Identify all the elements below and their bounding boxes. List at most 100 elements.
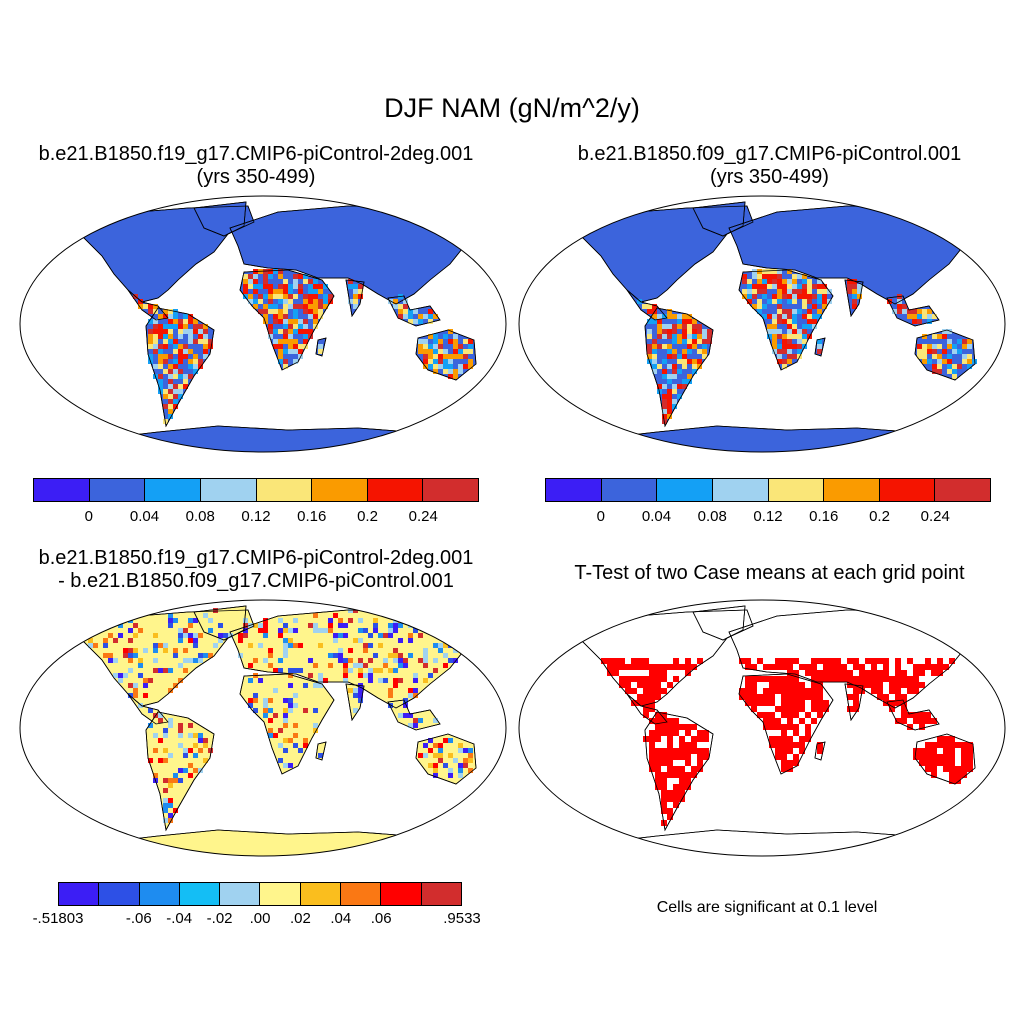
grid-cell — [702, 339, 707, 344]
grid-cell — [883, 664, 889, 670]
grid-cell — [677, 394, 682, 399]
grid-cell — [817, 712, 823, 718]
grid-cell — [403, 613, 408, 618]
grid-cell — [358, 294, 363, 299]
grid-cell — [168, 668, 173, 673]
grid-cell — [148, 723, 153, 728]
grid-cell — [937, 664, 943, 670]
grid-cell — [153, 648, 158, 653]
grid-cell — [805, 736, 811, 742]
grid-cell — [288, 708, 293, 713]
grid-cell — [163, 668, 168, 673]
grid-cell — [408, 653, 413, 658]
grid-cell — [128, 668, 133, 673]
grid-cell — [811, 688, 817, 694]
grid-cell — [193, 354, 198, 359]
grid-cell — [398, 623, 403, 628]
grid-cell — [193, 324, 198, 329]
grid-cell — [691, 724, 697, 730]
colorbar-tick-label: 0 — [84, 508, 93, 525]
grid-cell — [792, 294, 797, 299]
grid-cell — [358, 698, 363, 703]
grid-cell — [787, 736, 793, 742]
grid-cell — [138, 304, 143, 309]
grid-cell — [468, 748, 473, 753]
grid-cell — [655, 688, 661, 694]
grid-cell — [702, 349, 707, 354]
grid-cell — [942, 359, 947, 364]
grid-cell — [328, 294, 333, 299]
grid-cell — [178, 359, 183, 364]
grid-cell — [128, 648, 133, 653]
grid-cell — [448, 658, 453, 663]
grid-cell — [682, 314, 687, 319]
grid-cell — [328, 618, 333, 623]
grid-cell — [792, 289, 797, 294]
coastline-namerica — [81, 609, 255, 707]
grid-cell — [318, 753, 323, 758]
grid-cell — [962, 354, 967, 359]
coastline-greenland — [193, 605, 247, 641]
grid-cell — [823, 664, 829, 670]
grid-cell — [655, 772, 661, 778]
grid-cell — [919, 754, 925, 760]
grid-cell — [413, 628, 418, 633]
grid-cell — [677, 339, 682, 344]
grid-cell — [198, 359, 203, 364]
grid-cell — [691, 736, 697, 742]
grid-cell — [649, 676, 655, 682]
grid-cell — [373, 653, 378, 658]
grid-cell — [763, 718, 769, 724]
map-boundary — [518, 195, 1006, 453]
grid-cell — [949, 658, 955, 664]
grid-cell — [772, 269, 777, 274]
grid-cell — [353, 663, 358, 668]
grid-cell — [153, 304, 158, 309]
grid-cell — [922, 314, 927, 319]
grid-cell — [952, 374, 957, 379]
panel-1-title-line2: (yrs 350-499) — [196, 166, 316, 188]
colorbar-tick-label: 0 — [596, 508, 605, 525]
grid-cell — [943, 766, 949, 772]
grid-cell — [697, 760, 703, 766]
grid-cell — [153, 658, 158, 663]
grid-cell — [739, 688, 745, 694]
grid-cell — [625, 682, 631, 688]
grid-cell — [787, 359, 792, 364]
grid-cell — [278, 294, 283, 299]
grid-cell — [103, 638, 108, 643]
grid-cell — [398, 314, 403, 319]
grid-cell — [173, 314, 178, 319]
grid-cell — [423, 344, 428, 349]
colorbar-box — [367, 479, 424, 501]
grid-cell — [433, 314, 438, 319]
grid-cell — [823, 658, 829, 664]
grid-cell — [283, 708, 288, 713]
grid-cell — [772, 274, 777, 279]
grid-cell — [932, 334, 937, 339]
grid-cell — [685, 748, 691, 754]
grid-cell — [373, 623, 378, 628]
grid-cell — [647, 309, 652, 314]
grid-cell — [168, 394, 173, 399]
grid-cell — [258, 678, 263, 683]
grid-cell — [865, 658, 871, 664]
grid-cell — [278, 329, 283, 334]
grid-cell — [762, 314, 767, 319]
grid-cell — [278, 314, 283, 319]
grid-cell — [443, 364, 448, 369]
grid-cell — [762, 269, 767, 274]
grid-cell — [133, 623, 138, 628]
coastline-samerica — [145, 711, 215, 832]
grid-cell — [358, 673, 363, 678]
grid-cell — [138, 663, 143, 668]
grid-cell — [792, 299, 797, 304]
grid-cell — [253, 289, 258, 294]
grid-cell — [931, 766, 937, 772]
grid-cell — [805, 664, 811, 670]
grid-cell — [288, 643, 293, 648]
grid-cell — [198, 733, 203, 738]
grid-cell — [919, 724, 925, 730]
grid-cell — [787, 724, 793, 730]
grid-cell — [438, 359, 443, 364]
